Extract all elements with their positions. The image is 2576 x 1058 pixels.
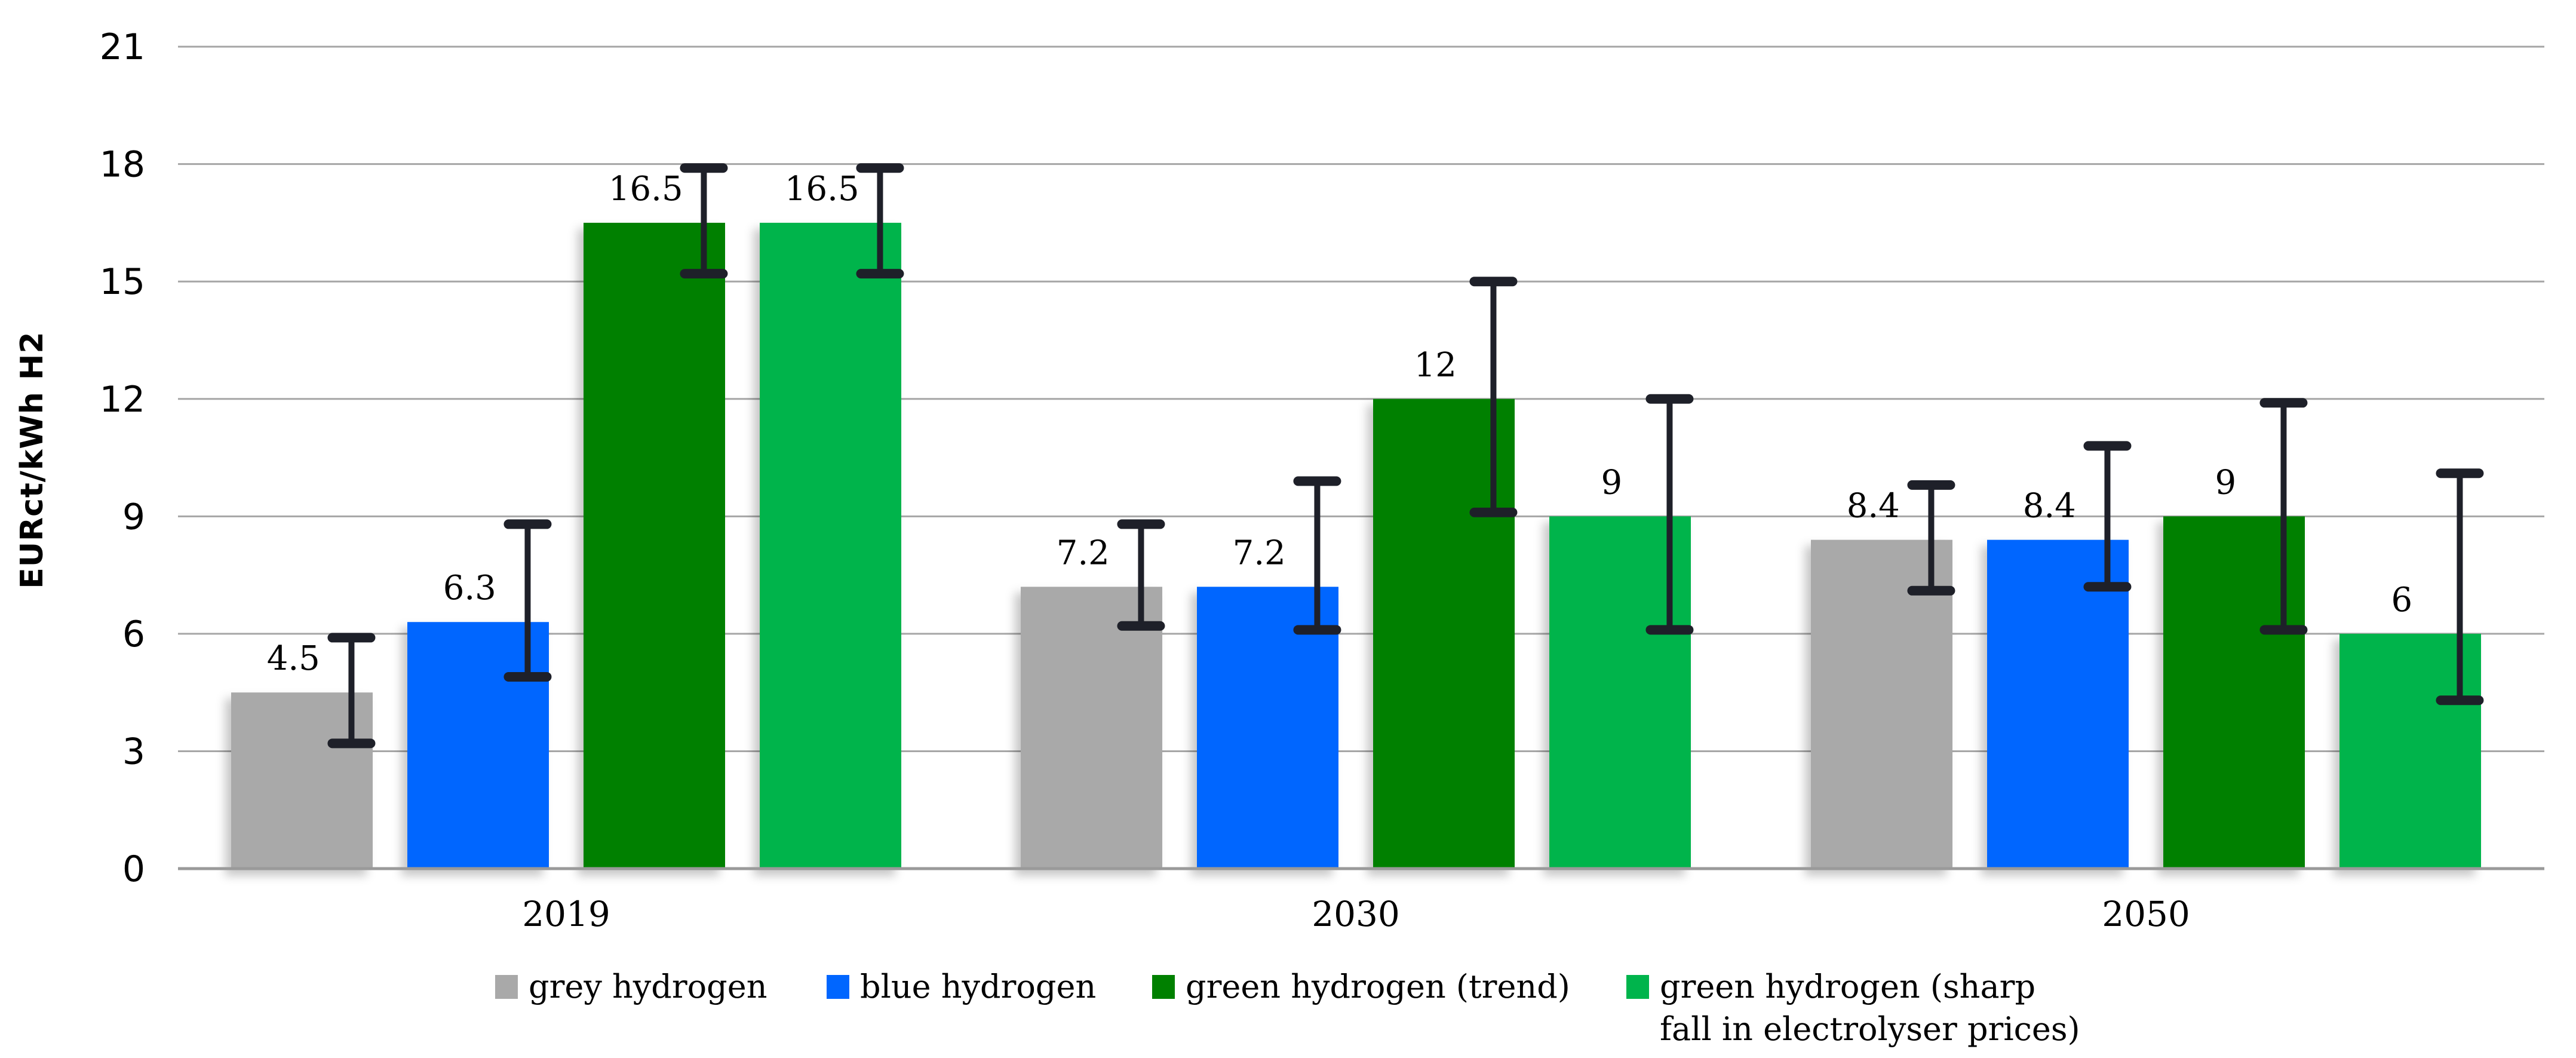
legend-swatch-blue <box>827 975 849 999</box>
y-tick-label: 21 <box>100 26 145 68</box>
bar-2019-series2 <box>584 222 725 870</box>
legend-swatch-grey <box>495 975 518 999</box>
legend-item-green-trend: green hydrogen (trend) <box>1152 965 1570 1008</box>
data-label: 8.4 <box>1847 487 1900 526</box>
data-label: 12 <box>1414 346 1457 385</box>
data-label: 16.5 <box>785 170 859 208</box>
y-tick-label: 6 <box>122 614 145 655</box>
legend-item-grey-hydrogen: grey hydrogen <box>495 965 767 1008</box>
y-tick-labels: 0 3 6 9 12 15 18 21 <box>100 26 145 890</box>
y-tick-label: 9 <box>122 496 145 538</box>
legend-swatch-green-sharp <box>1626 975 1649 999</box>
y-tick-label: 3 <box>122 731 145 772</box>
data-label: 4.5 <box>267 639 320 678</box>
y-axis-title: EURct/kWh H2 <box>14 331 50 589</box>
y-tick-label: 12 <box>100 379 145 421</box>
legend-label: green hydrogen (sharp fall in electrolys… <box>1660 965 2080 1051</box>
legend-label: green hydrogen (trend) <box>1186 968 1570 1005</box>
data-label: 7.2 <box>1233 533 1286 572</box>
legend-label-line-1: green hydrogen (sharp <box>1660 968 2036 1005</box>
legend-item-green-sharp: green hydrogen (sharp fall in electrolys… <box>1626 965 2080 1051</box>
bar-2050-series1 <box>1987 539 2129 870</box>
bar-2030-series0 <box>1021 587 1162 870</box>
y-tick-label: 15 <box>100 261 145 303</box>
bar-2019-series3 <box>760 222 901 870</box>
data-label: 8.4 <box>2023 487 2076 526</box>
data-labels: 4.5 7.2 8.4 6.3 7.2 8.4 16.5 12 9 16.5 9 6 <box>267 170 2412 678</box>
legend-swatch-green-trend <box>1152 975 1175 999</box>
bars <box>231 222 2481 870</box>
x-tick-label-2019: 2019 <box>522 894 610 934</box>
data-label: 7.2 <box>1057 533 1110 572</box>
data-label: 9 <box>1601 463 1622 502</box>
data-label: 6.3 <box>443 569 496 608</box>
x-tick-label-2030: 2030 <box>1312 894 1400 934</box>
y-tick-label: 18 <box>100 144 145 186</box>
error-bars <box>327 163 2484 749</box>
x-tick-label-2050: 2050 <box>2102 894 2190 934</box>
data-label: 6 <box>2391 581 2412 620</box>
legend-item-blue-hydrogen: blue hydrogen <box>827 965 1096 1008</box>
gridlines <box>178 45 2544 752</box>
legend-label: grey hydrogen <box>529 968 767 1005</box>
legend-label: blue hydrogen <box>860 968 1097 1005</box>
legend-label-line-2: fall in electrolyser prices) <box>1660 1010 2080 1048</box>
data-label: 16.5 <box>609 170 683 208</box>
legend: grey hydrogen blue hydrogen green hydrog… <box>0 965 2576 1055</box>
y-tick-label: 0 <box>122 848 145 890</box>
data-label: 9 <box>2215 463 2236 502</box>
